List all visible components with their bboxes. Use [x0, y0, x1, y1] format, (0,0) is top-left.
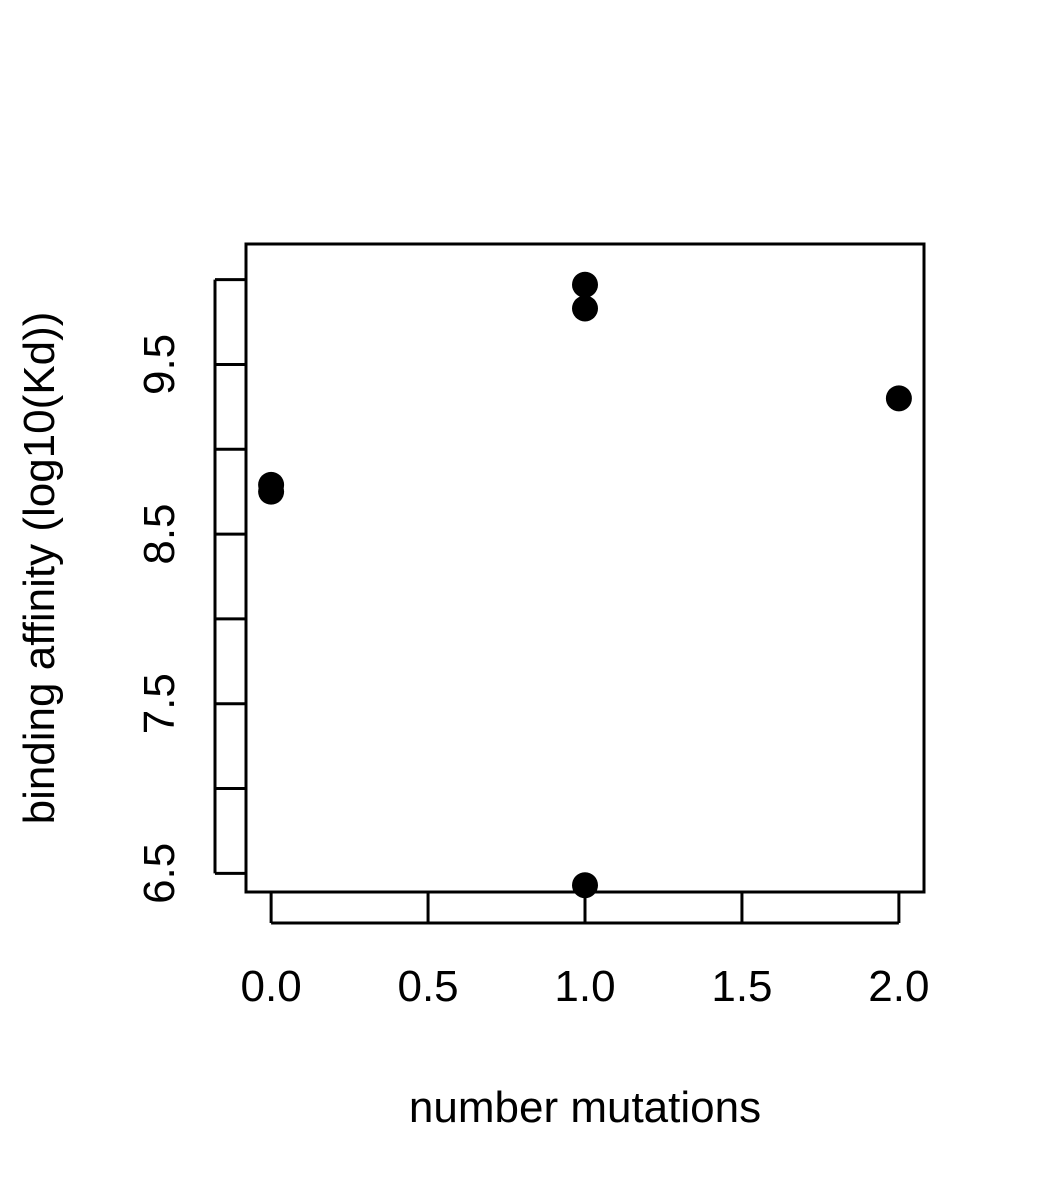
data-point — [572, 295, 598, 322]
y-tick-label: 8.5 — [135, 503, 184, 564]
y-tick-label: 9.5 — [135, 334, 184, 395]
data-points — [258, 271, 912, 899]
x-tick-label: 1.5 — [711, 962, 772, 1011]
data-point — [258, 478, 285, 505]
data-point — [885, 385, 912, 412]
data-point — [572, 271, 598, 298]
data-point — [572, 872, 598, 899]
x-tick-label: 0.5 — [397, 962, 458, 1011]
y-tick-label: 7.5 — [135, 673, 184, 734]
y-tick-label: 6.5 — [135, 843, 184, 904]
x-tick-label: 0.0 — [241, 962, 302, 1011]
plot-frame — [244, 242, 926, 894]
x-tick-label: 2.0 — [868, 962, 929, 1011]
y-axis: 6.5 7.5 8.5 9.5 — [135, 278, 245, 904]
y-axis-title: binding affinity (log10(Kd)) — [15, 312, 64, 825]
x-tick-label: 1.0 — [554, 962, 615, 1011]
x-axis: 0.0 0.5 1.0 1.5 2.0 — [241, 893, 929, 1011]
x-axis-title: number mutations — [409, 1083, 761, 1132]
